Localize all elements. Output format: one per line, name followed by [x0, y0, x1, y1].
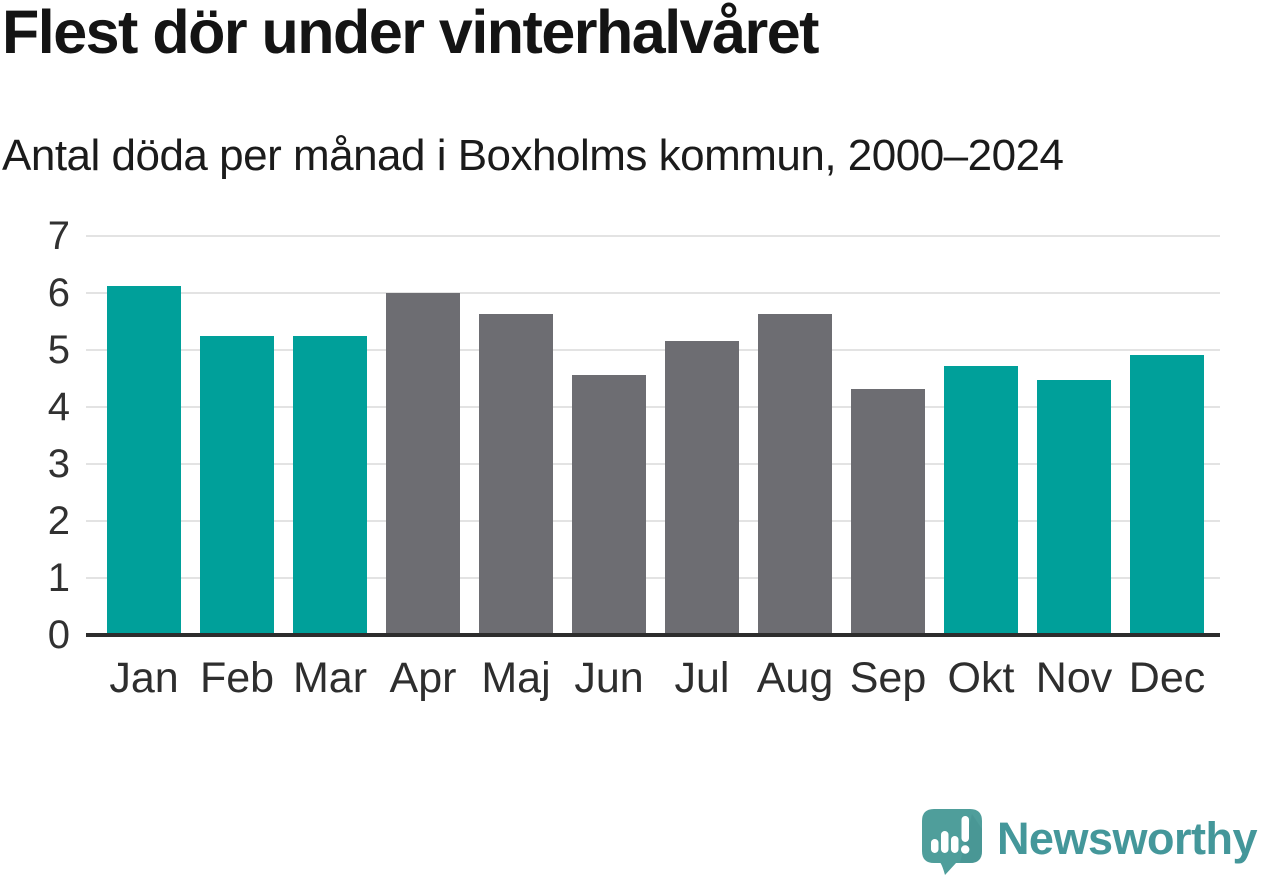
- gridline-4: [86, 406, 1220, 408]
- x-axis: Jan Feb Mar Apr Maj Jun Jul Aug Sep Okt Nov Dec: [86, 654, 1220, 715]
- chart-title: Flest dör under vinterhalvåret: [2, 0, 820, 66]
- bar-maj: [479, 313, 553, 635]
- gridline-7: [86, 235, 1220, 237]
- bar-aug: [758, 313, 832, 635]
- x-tick-label-dec: Dec: [1128, 654, 1206, 702]
- gridline-2: [86, 520, 1220, 522]
- x-tick-label-nov: Nov: [1035, 654, 1113, 702]
- y-axis: 0 1 2 3 4 5 6 7: [0, 216, 70, 655]
- bar-mar: [293, 336, 367, 635]
- gridline-3: [86, 463, 1220, 465]
- y-tick-label-7: 7: [47, 214, 70, 258]
- y-tick-label-5: 5: [47, 328, 70, 372]
- bar-apr: [386, 293, 460, 635]
- x-tick-label-sep: Sep: [849, 654, 927, 702]
- newsworthy-logo-text: Newsworthy: [996, 812, 1258, 864]
- y-tick-label-4: 4: [47, 385, 70, 429]
- x-axis-baseline: [86, 633, 1220, 637]
- gridline-1: [86, 577, 1220, 579]
- x-tick-label-jan: Jan: [109, 654, 179, 702]
- x-tick-label-apr: Apr: [389, 654, 457, 702]
- y-tick-label-0: 0: [47, 613, 70, 657]
- bar-nov: [1037, 379, 1111, 635]
- gridline-6: [86, 292, 1220, 294]
- x-tick-label-okt: Okt: [947, 654, 1015, 702]
- y-tick-label-3: 3: [47, 442, 70, 486]
- plot-area: [86, 235, 1220, 637]
- chart-subtitle: Antal döda per månad i Boxholms kommun, …: [2, 131, 1064, 180]
- y-tick-label-6: 6: [47, 271, 70, 315]
- bar-dec: [1130, 354, 1204, 635]
- plot-wrap: 0 1 2 3 4 5 6 7 Jan Feb Mar Apr Maj Jun Jul Aug Sep Okt N…: [0, 216, 1262, 716]
- y-tick-label-2: 2: [47, 499, 70, 543]
- x-tick-label-feb: Feb: [199, 654, 275, 702]
- bar-jun: [572, 375, 646, 635]
- bar-jan: [107, 286, 181, 635]
- x-tick-label-jul: Jul: [674, 654, 730, 702]
- x-tick-label-jun: Jun: [574, 654, 644, 702]
- bar-feb: [200, 336, 274, 635]
- x-tick-label-aug: Aug: [756, 654, 834, 702]
- newsworthy-logo: Newsworthy: [920, 807, 1258, 875]
- bar-okt: [944, 365, 1018, 635]
- x-tick-label-mar: Mar: [292, 654, 368, 702]
- x-tick-label-maj: Maj: [481, 654, 551, 702]
- newsworthy-logo-icon: [921, 809, 982, 875]
- gridline-5: [86, 349, 1220, 351]
- bar-jul: [665, 340, 739, 635]
- y-tick-label-1: 1: [47, 556, 70, 600]
- bar-sep: [851, 388, 925, 635]
